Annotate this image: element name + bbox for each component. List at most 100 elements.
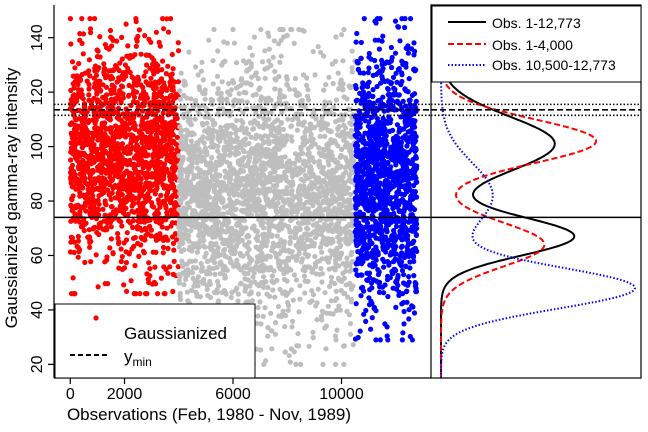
scatter-point — [117, 88, 123, 94]
scatter-point — [245, 67, 251, 73]
scatter-point — [272, 250, 279, 257]
scatter-point — [88, 29, 94, 36]
scatter-point — [67, 105, 74, 112]
scatter-point — [399, 268, 406, 274]
scatter-point — [406, 307, 412, 313]
scatter-point — [143, 79, 149, 85]
scatter-point — [81, 121, 87, 127]
scatter-point — [102, 65, 108, 72]
scatter-point — [165, 29, 172, 35]
scatter-point — [230, 26, 236, 33]
scatter-point — [200, 90, 206, 96]
scatter-point — [76, 61, 82, 67]
scatter-point — [123, 186, 129, 192]
scatter-point — [328, 274, 335, 280]
scatter-point — [221, 153, 227, 159]
scatter-point — [227, 92, 233, 98]
scatter-point — [289, 138, 295, 144]
scatter-point — [127, 53, 133, 59]
scatter-point — [366, 228, 372, 234]
scatter-point — [147, 223, 153, 229]
scatter-point — [194, 160, 200, 166]
scatter-point — [200, 187, 207, 193]
scatter-point — [338, 252, 344, 258]
scatter-point — [248, 289, 254, 295]
scatter-point — [79, 71, 85, 78]
scatter-point — [269, 233, 275, 239]
scatter-point — [257, 268, 263, 274]
scatter-point — [177, 164, 184, 170]
scatter-point — [185, 298, 191, 304]
scatter-point — [266, 186, 272, 192]
scatter-point — [238, 82, 244, 88]
scatter-point — [75, 254, 81, 260]
scatter-point — [132, 187, 138, 193]
scatter-point — [152, 165, 159, 171]
scatter-point — [311, 107, 317, 113]
scatter-point — [337, 231, 343, 237]
scatter-point — [311, 159, 317, 165]
scatter-point — [108, 224, 114, 230]
scatter-point — [198, 260, 204, 267]
scatter-point — [139, 118, 145, 124]
scatter-point — [94, 90, 100, 96]
scatter-point — [286, 353, 292, 359]
scatter-point — [158, 178, 164, 184]
scatter-point — [133, 147, 139, 153]
scatter-point — [165, 270, 171, 276]
scatter-point — [133, 16, 139, 22]
scatter-point — [279, 110, 285, 116]
scatter-point — [318, 313, 324, 319]
scatter-point — [187, 120, 193, 126]
scatter-point — [168, 207, 174, 213]
scatter-point — [106, 68, 112, 74]
scatter-point — [127, 148, 133, 154]
scatter-point — [94, 185, 100, 191]
scatter-point — [114, 134, 120, 140]
scatter-point — [133, 178, 139, 184]
scatter-point — [347, 268, 353, 274]
scatter-point — [114, 164, 120, 170]
scatter-point — [251, 195, 257, 201]
scatter-point — [284, 269, 290, 275]
scatter-point — [231, 40, 237, 46]
scatter-point — [385, 293, 391, 300]
scatter-point — [210, 81, 216, 87]
scatter-point — [242, 192, 248, 198]
scatter-point — [136, 27, 142, 33]
scatter-point — [273, 320, 279, 326]
scatter-point — [190, 275, 196, 281]
scatter-point — [349, 177, 355, 183]
scatter-point — [183, 227, 190, 233]
scatter-point — [268, 110, 274, 116]
scatter-point — [213, 241, 219, 247]
scatter-point — [224, 223, 230, 229]
scatter-point — [203, 182, 209, 188]
scatter-point — [185, 115, 191, 121]
scatter-point — [213, 194, 219, 200]
scatter-point — [142, 237, 148, 243]
scatter-point — [324, 310, 330, 316]
scatter-point — [278, 95, 284, 101]
scatter-point — [223, 254, 229, 260]
scatter-point — [317, 271, 323, 277]
scatter-point — [294, 112, 300, 118]
scatter-point — [160, 182, 167, 188]
scatter-point — [177, 96, 183, 102]
scatter-point — [270, 125, 276, 131]
scatter-point — [258, 321, 264, 327]
scatter-point — [197, 294, 203, 300]
scatter-point — [123, 21, 129, 27]
scatter-point — [172, 105, 178, 111]
scatter-point — [202, 171, 208, 177]
scatter-point — [89, 148, 95, 154]
scatter-point — [288, 346, 294, 352]
scatter-point — [340, 209, 346, 215]
scatter-point — [146, 260, 152, 266]
scatter-point — [265, 333, 271, 339]
scatter-point — [308, 134, 314, 140]
scatter-point — [201, 280, 207, 286]
scatter-point — [149, 158, 156, 164]
scatter-point — [280, 308, 286, 314]
scatter-point — [345, 240, 351, 247]
